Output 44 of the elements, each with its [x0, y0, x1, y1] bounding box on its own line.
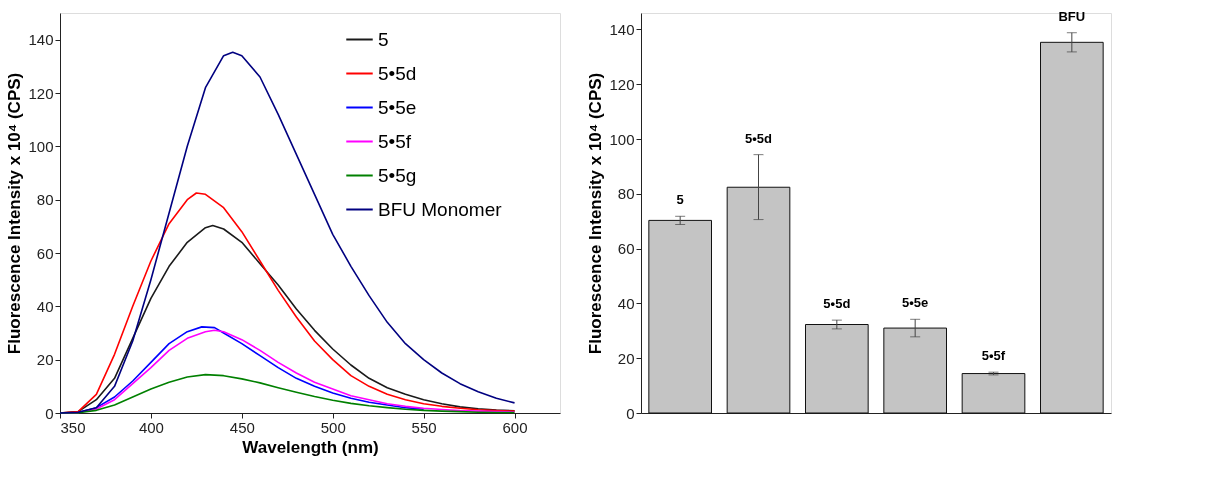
legend-label: 5•5g: [378, 164, 417, 186]
bar: [805, 324, 869, 414]
y-tick-label: 0: [626, 404, 635, 422]
y-tick-label: 80: [36, 191, 54, 209]
x-tick-label: 350: [60, 418, 86, 436]
y-tick-label: 20: [617, 349, 635, 367]
y-tick-label: 40: [617, 294, 635, 312]
line-series: [59, 51, 516, 414]
bar: [883, 327, 947, 414]
legend-label: 5•5e: [378, 96, 417, 118]
legend-label: 5•5f: [378, 130, 412, 152]
y-tick-label: 0: [45, 404, 54, 422]
x-tick-label: 550: [411, 418, 437, 436]
y-tick-label: 80: [617, 185, 635, 203]
bar: [1040, 41, 1104, 414]
annotation: 5•5e: [902, 295, 929, 311]
legend-label: 5•5d: [378, 62, 417, 84]
y-tick-label: 140: [609, 20, 635, 38]
y-tick-label: 20: [36, 351, 54, 369]
y-axis-title: Fluorescence Intensity x 10⁴ (CPS): [5, 72, 25, 355]
y-tick-label: 120: [28, 84, 54, 102]
x-tick-label: 600: [502, 418, 528, 436]
y-tick-label: 60: [617, 240, 635, 258]
bar: [961, 373, 1026, 414]
y-tick-label: 140: [28, 31, 54, 49]
annotation: BFU: [1058, 8, 1086, 24]
legend-label: BFU Monomer: [378, 198, 503, 220]
y-tick-label: 100: [28, 137, 54, 155]
y-tick-label: 40: [36, 297, 54, 315]
bar: [726, 186, 791, 414]
x-tick-label: 400: [138, 418, 164, 436]
x-tick-label: 450: [229, 418, 255, 436]
bar: [648, 219, 712, 414]
annotation: 5: [676, 192, 684, 208]
x-axis-title: Wavelength (nm): [242, 437, 379, 457]
y-tick-label: 100: [609, 130, 635, 148]
legend-label: 5: [378, 28, 389, 50]
annotation: 5•5d: [745, 130, 773, 146]
y-tick-label: 120: [609, 75, 635, 93]
y-tick-label: 60: [36, 244, 54, 262]
y-axis-title: Fluorescence Intensity x 10⁴ (CPS): [586, 72, 606, 355]
annotation: 5•5f: [981, 348, 1006, 364]
x-tick-label: 500: [320, 418, 346, 436]
annotation: 5•5d: [823, 296, 851, 312]
